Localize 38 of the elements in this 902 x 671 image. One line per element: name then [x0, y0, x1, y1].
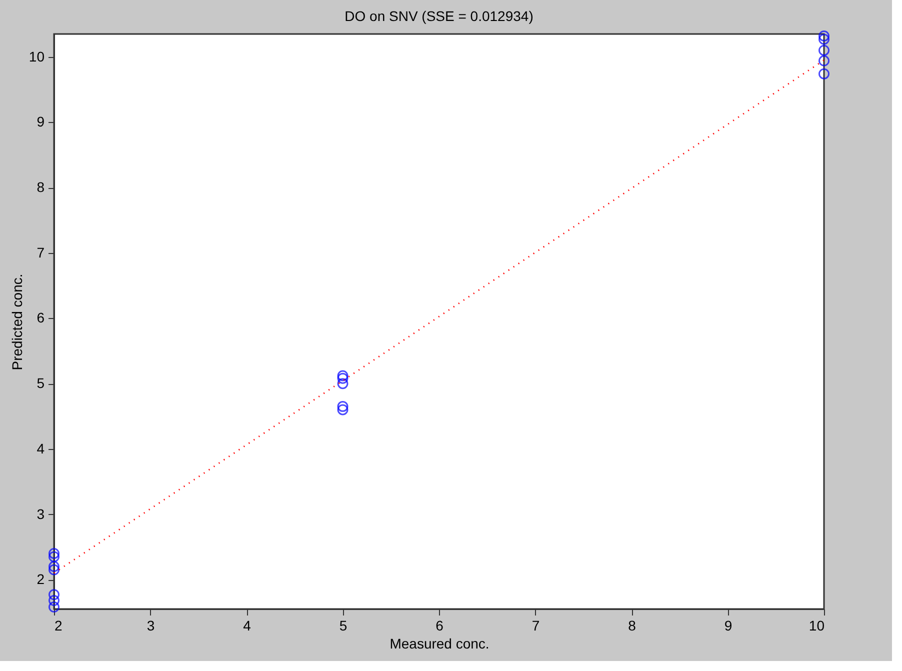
point [818, 68, 830, 80]
point [337, 378, 348, 390]
point [48, 589, 60, 600]
x-tick-label: 2 [54, 618, 62, 634]
y-axis-title: Predicted conc. [8, 274, 25, 370]
point [337, 404, 348, 416]
x-tick-label: 10 [808, 618, 825, 634]
point [818, 44, 830, 56]
x-axis-title: Measured conc. [390, 636, 490, 652]
point [337, 372, 348, 384]
y-tick-label: 10 [28, 48, 45, 64]
point [818, 55, 830, 66]
point [48, 561, 60, 572]
point [818, 30, 830, 42]
y-tick-label: 8 [36, 179, 45, 196]
point [337, 370, 348, 382]
point [48, 602, 60, 613]
y-tick-label: 5 [36, 375, 45, 392]
y-tick-label: 9 [36, 114, 45, 130]
x-tick-label: 4 [243, 618, 252, 634]
y-tick-label: 2 [36, 571, 45, 588]
x-tick-label: 8 [628, 618, 636, 634]
x-tick-label: 6 [436, 618, 444, 634]
point [48, 551, 60, 562]
point [48, 564, 60, 576]
y-tick-label: 3 [36, 506, 45, 522]
y-tick-label: 4 [36, 440, 45, 456]
point [818, 34, 830, 45]
point [337, 400, 348, 412]
y-tick-label: 7 [36, 244, 45, 260]
point [48, 595, 60, 606]
x-tick-label: 7 [532, 618, 540, 634]
chart-title: DO on SNV (SSE = 0.012934) [344, 8, 534, 24]
x-tick-label: 3 [146, 618, 155, 634]
point [48, 548, 60, 559]
x-tick-label: 9 [724, 618, 732, 634]
x-tick-label: 5 [339, 618, 348, 634]
y-tick-label: 6 [36, 310, 45, 326]
